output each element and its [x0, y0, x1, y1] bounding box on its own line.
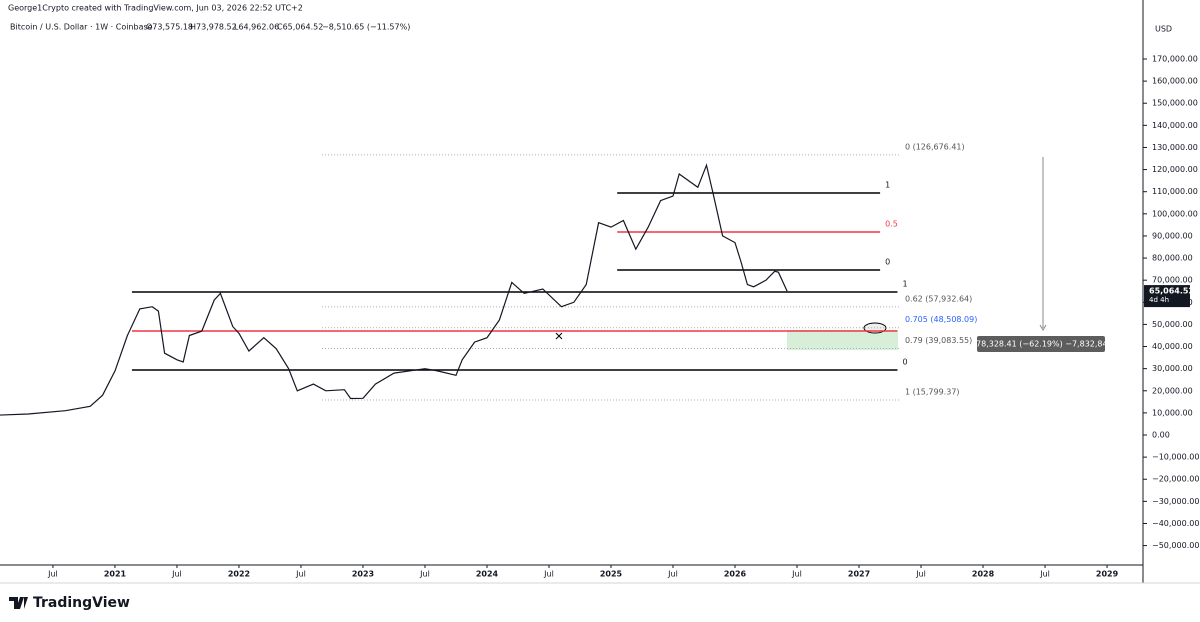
x-tick-label: Jul: [667, 570, 678, 579]
level-label: 0: [885, 258, 890, 267]
measure-arrow-head: [1039, 324, 1047, 331]
ohlc-high: H73,978.52: [190, 23, 237, 32]
price-tag-label: 65,064.52: [1149, 287, 1194, 296]
brand-logo: [9, 597, 28, 609]
level-label: 0 (126,676.41): [905, 142, 965, 151]
x-tick-label: Jul: [791, 570, 802, 579]
currency: USD: [1155, 25, 1172, 34]
y-tick-label: 100,000.00: [1152, 209, 1198, 218]
price-line: [0, 163, 788, 416]
y-tick-label: 150,000.00: [1152, 99, 1198, 108]
x-tick-label: 2022: [228, 570, 250, 579]
x-tick-label: Jul: [171, 570, 182, 579]
level-label: 0.79 (39,083.55): [905, 336, 972, 345]
y-tick-label: 70,000.00: [1152, 276, 1193, 285]
ohlc-low: L64,962.06: [234, 23, 279, 32]
y-tick-label: 80,000.00: [1152, 254, 1193, 263]
y-tick-label: 110,000.00: [1152, 187, 1198, 196]
y-tick-label: 50,000.00: [1152, 320, 1193, 329]
level-label: 1 (15,799.37): [905, 388, 960, 397]
measure-box: [977, 336, 1105, 352]
x-tick-label: 2027: [848, 570, 870, 579]
y-tick-label: 130,000.00: [1152, 143, 1198, 152]
countdown: 4d 4h: [1149, 296, 1169, 304]
x-tick-label: Jul: [295, 570, 306, 579]
y-tick-label: 10,000.00: [1152, 408, 1193, 417]
author-line: George1Crypto created with TradingView.c…: [8, 4, 303, 13]
cross-marker: [555, 332, 563, 340]
x-tick-label: 2029: [1096, 570, 1119, 579]
y-tick-label: −40,000.00: [1152, 519, 1199, 528]
y-tick-label: 20,000.00: [1152, 386, 1193, 395]
level-label: 0.705 (48,508.09): [905, 315, 977, 324]
x-tick-label: Jul: [543, 570, 554, 579]
y-tick-label: −10,000.00: [1152, 453, 1199, 462]
x-tick-label: 2026: [724, 570, 747, 579]
price-tag: [1144, 285, 1190, 308]
x-tick-label: 2028: [972, 570, 995, 579]
x-tick-label: Jul: [419, 570, 430, 579]
y-tick-label: −50,000.00: [1152, 541, 1199, 550]
x-tick-label: 2023: [352, 570, 374, 579]
y-tick-label: 160,000.00: [1152, 77, 1198, 86]
x-tick-label: 2021: [104, 570, 127, 579]
measure-label: −78,328.41 (−62.19%) −7,832,841: [969, 340, 1112, 349]
y-tick-label: 40,000.00: [1152, 342, 1193, 351]
y-tick-label: 140,000.00: [1152, 121, 1198, 130]
level-label: 0.5: [885, 220, 898, 229]
level-label: 1: [885, 181, 890, 190]
ohlc-open: O73,575.18: [146, 23, 193, 32]
y-tick-label: 90,000.00: [1152, 231, 1193, 240]
y-tick-label: 0.00: [1152, 431, 1170, 440]
plot: 170,000.00160,000.00150,000.00140,000.00…: [0, 54, 1199, 579]
ohlc-change: −8,510.65 (−11.57%): [322, 23, 410, 32]
x-tick-label: Jul: [915, 570, 926, 579]
y-tick-label: 30,000.00: [1152, 364, 1193, 373]
y-tick-label: −30,000.00: [1152, 497, 1199, 506]
x-tick-label: Jul: [1039, 570, 1050, 579]
brand-name: TradingView: [33, 595, 130, 611]
x-tick-label: 2024: [476, 570, 499, 579]
y-tick-label: 170,000.00: [1152, 54, 1198, 63]
y-tick-label: 120,000.00: [1152, 165, 1198, 174]
level-label: 0: [902, 358, 907, 367]
symbol: Bitcoin / U.S. Dollar · 1W · Coinbase: [10, 23, 153, 32]
y-tick-label: −20,000.00: [1152, 475, 1199, 484]
x-tick-label: 2025: [600, 570, 623, 579]
target-zone: [787, 330, 898, 350]
x-tick-label: Jul: [47, 570, 58, 579]
level-label: 1: [902, 280, 907, 289]
level-label: 0.62 (57,932.64): [905, 294, 972, 303]
ohlc-close: C65,064.52: [277, 23, 323, 32]
